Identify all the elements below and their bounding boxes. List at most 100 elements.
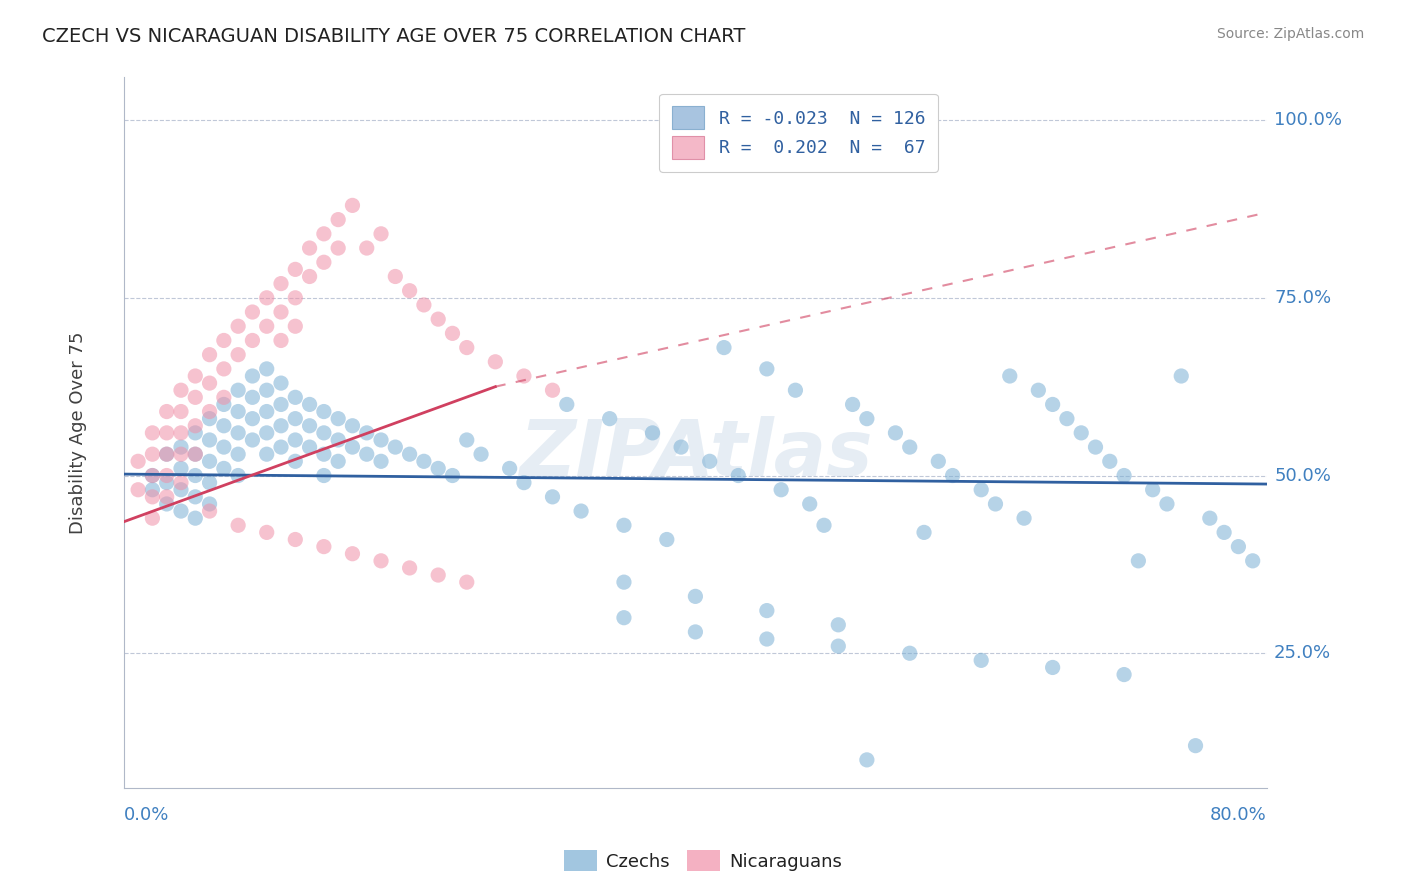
Point: [398, 447, 420, 461]
Point: [198, 376, 221, 390]
Point: [270, 277, 292, 291]
Point: [198, 433, 221, 447]
Point: [127, 483, 149, 497]
Point: [613, 610, 636, 624]
Point: [242, 334, 264, 348]
Point: [927, 454, 949, 468]
Point: [184, 447, 207, 461]
Point: [898, 440, 921, 454]
Point: [669, 440, 692, 454]
Point: [156, 447, 179, 461]
Point: [198, 348, 221, 362]
Point: [312, 447, 335, 461]
Point: [256, 362, 278, 376]
Point: [998, 369, 1021, 384]
Point: [384, 269, 406, 284]
Point: [141, 468, 163, 483]
Point: [212, 461, 235, 475]
Point: [170, 504, 193, 518]
Point: [256, 383, 278, 397]
Point: [1184, 739, 1206, 753]
Point: [141, 511, 163, 525]
Point: [699, 454, 721, 468]
Point: [370, 227, 392, 241]
Point: [898, 646, 921, 660]
Point: [156, 447, 179, 461]
Point: [942, 468, 965, 483]
Point: [841, 397, 863, 411]
Point: [328, 411, 350, 425]
Point: [970, 483, 993, 497]
Point: [1112, 468, 1135, 483]
Point: [342, 547, 364, 561]
Point: [170, 440, 193, 454]
Point: [312, 227, 335, 241]
Point: [1213, 525, 1236, 540]
Point: [1084, 440, 1107, 454]
Point: [298, 397, 321, 411]
Text: 0.0%: 0.0%: [124, 806, 169, 824]
Point: [212, 418, 235, 433]
Point: [799, 497, 821, 511]
Point: [427, 568, 450, 582]
Point: [184, 418, 207, 433]
Point: [298, 418, 321, 433]
Point: [226, 404, 249, 418]
Point: [242, 305, 264, 319]
Point: [184, 369, 207, 384]
Point: [456, 575, 478, 590]
Point: [170, 475, 193, 490]
Text: 80.0%: 80.0%: [1211, 806, 1267, 824]
Point: [242, 411, 264, 425]
Point: [226, 425, 249, 440]
Point: [312, 468, 335, 483]
Point: [1012, 511, 1035, 525]
Point: [984, 497, 1007, 511]
Point: [856, 411, 879, 425]
Point: [328, 212, 350, 227]
Point: [1241, 554, 1264, 568]
Point: [284, 433, 307, 447]
Point: [141, 483, 163, 497]
Point: [156, 404, 179, 418]
Point: [1142, 483, 1164, 497]
Point: [785, 383, 807, 397]
Point: [198, 411, 221, 425]
Point: [242, 369, 264, 384]
Point: [170, 383, 193, 397]
Point: [298, 241, 321, 255]
Point: [198, 404, 221, 418]
Point: [270, 376, 292, 390]
Point: [298, 440, 321, 454]
Point: [1070, 425, 1092, 440]
Point: [284, 411, 307, 425]
Point: [212, 334, 235, 348]
Point: [226, 518, 249, 533]
Point: [242, 390, 264, 404]
Point: [342, 198, 364, 212]
Point: [156, 497, 179, 511]
Point: [398, 284, 420, 298]
Point: [226, 447, 249, 461]
Point: [1112, 667, 1135, 681]
Point: [198, 504, 221, 518]
Point: [141, 447, 163, 461]
Point: [569, 504, 592, 518]
Point: [156, 425, 179, 440]
Point: [170, 461, 193, 475]
Point: [827, 617, 849, 632]
Text: 75.0%: 75.0%: [1274, 289, 1331, 307]
Point: [284, 319, 307, 334]
Point: [912, 525, 935, 540]
Point: [1170, 369, 1192, 384]
Point: [498, 461, 520, 475]
Point: [1227, 540, 1250, 554]
Text: 100.0%: 100.0%: [1274, 112, 1343, 129]
Point: [170, 483, 193, 497]
Point: [242, 433, 264, 447]
Point: [727, 468, 749, 483]
Point: [226, 319, 249, 334]
Point: [198, 475, 221, 490]
Point: [541, 490, 564, 504]
Text: CZECH VS NICARAGUAN DISABILITY AGE OVER 75 CORRELATION CHART: CZECH VS NICARAGUAN DISABILITY AGE OVER …: [42, 27, 745, 45]
